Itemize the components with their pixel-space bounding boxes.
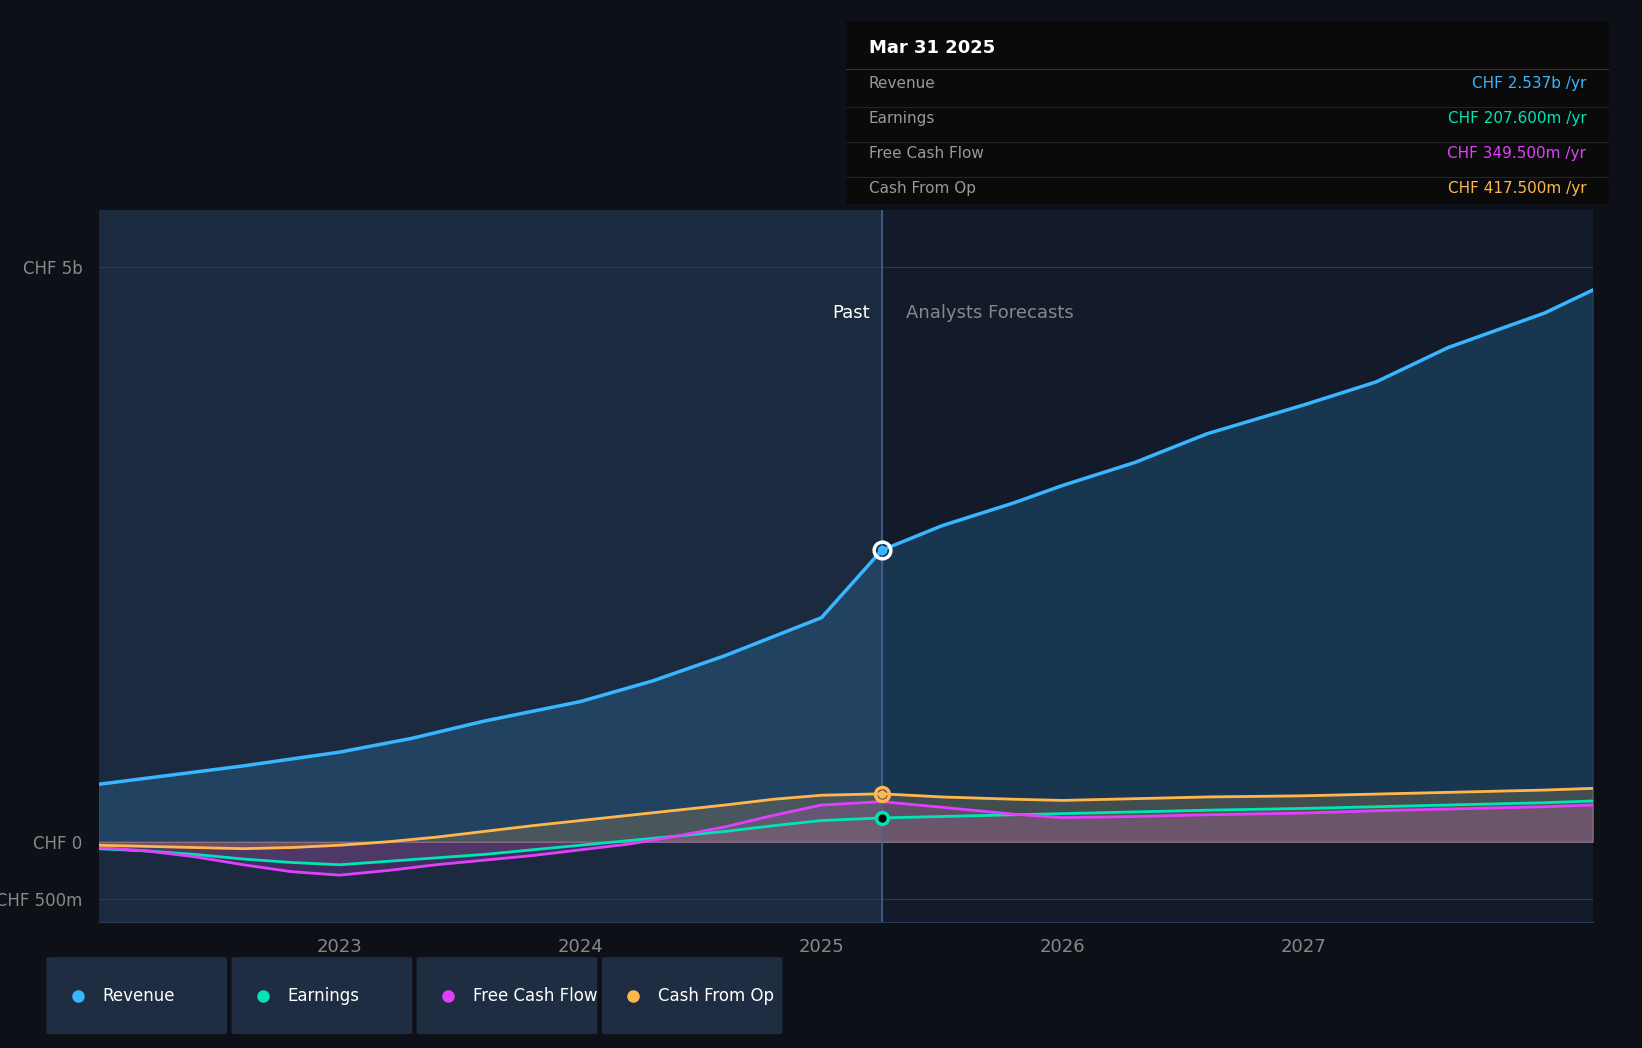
Text: Mar 31 2025: Mar 31 2025 — [869, 39, 995, 58]
Text: Revenue: Revenue — [869, 77, 936, 91]
Text: CHF 349.500m /yr: CHF 349.500m /yr — [1447, 146, 1586, 160]
Text: Free Cash Flow: Free Cash Flow — [473, 986, 598, 1005]
Text: Free Cash Flow: Free Cash Flow — [869, 146, 984, 160]
Text: CHF 417.500m /yr: CHF 417.500m /yr — [1448, 180, 1586, 196]
Text: Cash From Op: Cash From Op — [869, 180, 975, 196]
Text: Earnings: Earnings — [869, 111, 934, 126]
FancyBboxPatch shape — [603, 957, 783, 1034]
Text: Analysts Forecasts: Analysts Forecasts — [906, 304, 1074, 322]
Text: Cash From Op: Cash From Op — [658, 986, 773, 1005]
Text: Earnings: Earnings — [287, 986, 360, 1005]
FancyBboxPatch shape — [232, 957, 412, 1034]
FancyBboxPatch shape — [46, 957, 227, 1034]
FancyBboxPatch shape — [417, 957, 598, 1034]
Text: CHF 2.537b /yr: CHF 2.537b /yr — [1471, 77, 1586, 91]
Text: Past: Past — [832, 304, 870, 322]
Text: CHF 207.600m /yr: CHF 207.600m /yr — [1448, 111, 1586, 126]
Bar — [99, 210, 882, 922]
Text: Revenue: Revenue — [102, 986, 176, 1005]
